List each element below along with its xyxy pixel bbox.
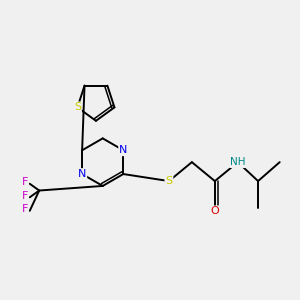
Text: S: S [165,176,172,186]
Text: O: O [211,206,219,216]
Text: F: F [22,191,28,201]
Text: N: N [78,169,86,179]
Text: NH: NH [230,157,246,167]
Text: N: N [119,145,128,155]
Text: S: S [74,102,81,112]
Text: F: F [22,177,28,188]
Text: F: F [22,204,28,214]
